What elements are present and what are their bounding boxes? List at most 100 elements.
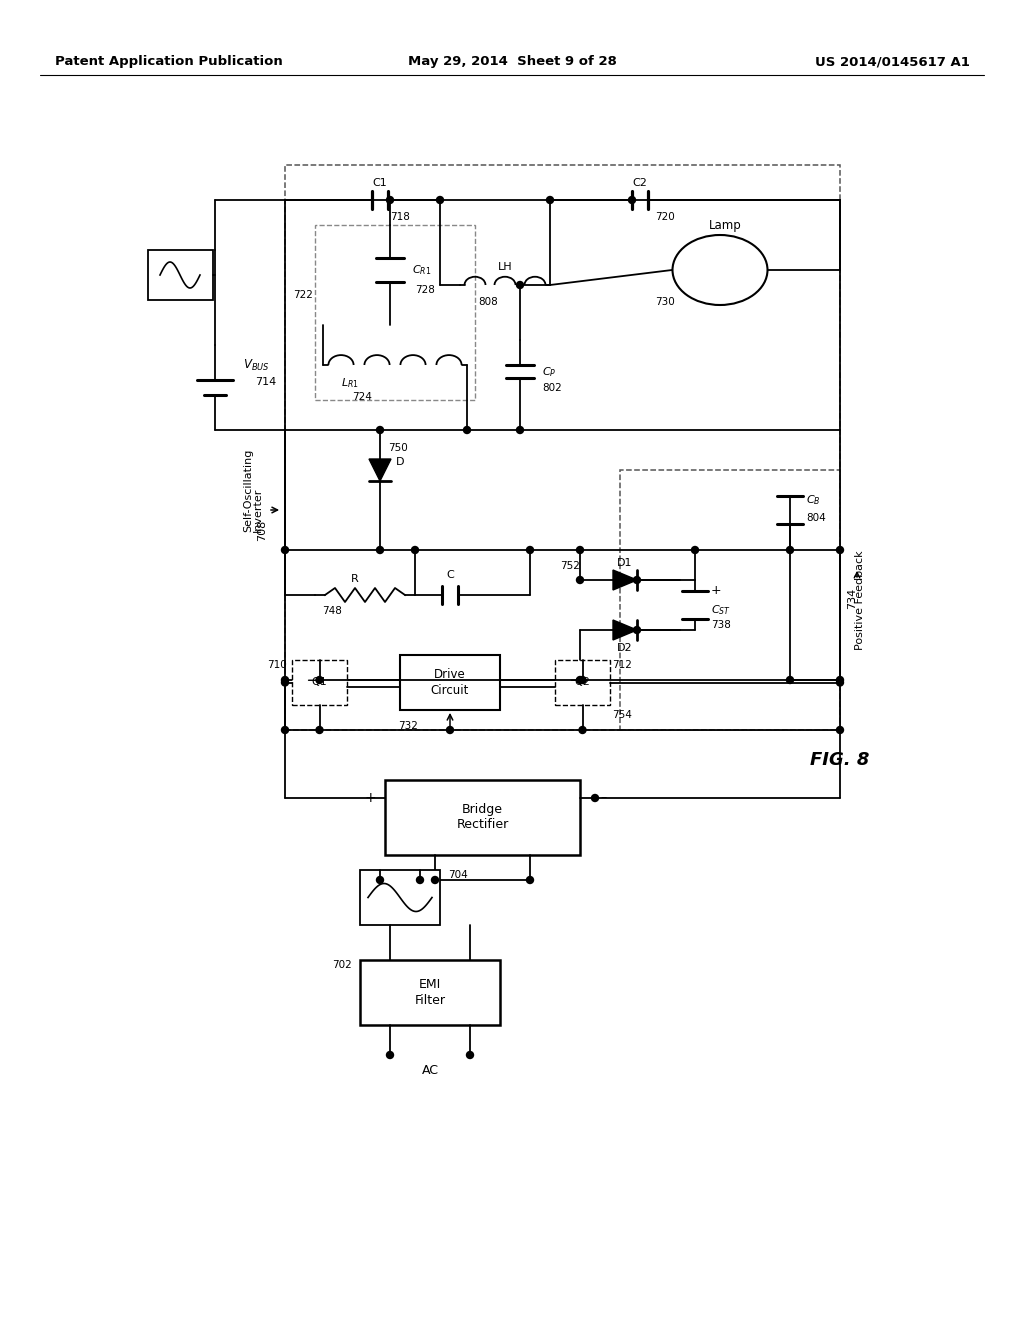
Circle shape: [377, 426, 384, 433]
Circle shape: [837, 676, 844, 684]
Text: May 29, 2014  Sheet 9 of 28: May 29, 2014 Sheet 9 of 28: [408, 55, 616, 69]
Circle shape: [386, 197, 393, 203]
Text: $C_{ST}$: $C_{ST}$: [711, 603, 731, 616]
Circle shape: [377, 876, 384, 883]
Circle shape: [467, 1052, 473, 1059]
Text: D1: D1: [617, 558, 633, 568]
Text: Q1: Q1: [311, 677, 328, 688]
Circle shape: [629, 197, 636, 203]
Text: $C_B$: $C_B$: [806, 494, 820, 507]
Circle shape: [516, 426, 523, 433]
Text: 748: 748: [323, 606, 342, 616]
Polygon shape: [613, 570, 637, 590]
Bar: [360, 960, 500, 1026]
Text: C2: C2: [633, 178, 647, 187]
Text: Patent Application Publication: Patent Application Publication: [55, 55, 283, 69]
Circle shape: [837, 546, 844, 553]
Text: $C_P$: $C_P$: [542, 366, 556, 379]
Text: Inverter: Inverter: [253, 488, 263, 532]
Text: +: +: [365, 791, 376, 805]
Ellipse shape: [673, 235, 768, 305]
Text: US 2014/0145617 A1: US 2014/0145617 A1: [815, 55, 970, 69]
Bar: [620, 470, 840, 730]
Circle shape: [592, 795, 598, 801]
Text: 712: 712: [612, 660, 632, 671]
Circle shape: [464, 426, 470, 433]
Text: LH: LH: [498, 261, 512, 272]
Circle shape: [786, 546, 794, 553]
Text: 704: 704: [449, 870, 468, 880]
Text: 808: 808: [478, 297, 498, 308]
Circle shape: [579, 726, 586, 734]
Circle shape: [282, 676, 289, 684]
Text: Positive Feedback: Positive Feedback: [855, 550, 865, 649]
Bar: [315, 224, 475, 400]
Circle shape: [282, 546, 289, 553]
Text: Bridge
Rectifier: Bridge Rectifier: [457, 804, 509, 832]
Circle shape: [526, 546, 534, 553]
Text: 728: 728: [415, 285, 435, 294]
Text: 804: 804: [806, 513, 825, 523]
Text: Lamp: Lamp: [709, 219, 741, 231]
Text: $C_{R1}$: $C_{R1}$: [412, 263, 431, 277]
Text: Q2: Q2: [574, 677, 591, 688]
Text: 754: 754: [612, 710, 632, 719]
Bar: [360, 870, 440, 925]
Bar: [285, 165, 840, 730]
Circle shape: [837, 726, 844, 734]
Text: 738: 738: [711, 620, 731, 630]
Circle shape: [386, 1052, 393, 1059]
Text: 802: 802: [542, 383, 562, 393]
Circle shape: [577, 676, 584, 684]
Circle shape: [417, 876, 424, 883]
Text: $V_{BUS}$: $V_{BUS}$: [243, 358, 269, 372]
Circle shape: [377, 546, 384, 553]
Text: 720: 720: [655, 213, 675, 222]
Text: +: +: [711, 585, 722, 598]
Text: 730: 730: [655, 297, 675, 308]
Text: 750: 750: [388, 444, 408, 453]
Text: 732: 732: [398, 721, 418, 731]
Text: D: D: [396, 457, 404, 467]
Circle shape: [282, 726, 289, 734]
Circle shape: [691, 546, 698, 553]
Text: 702: 702: [332, 960, 352, 970]
Circle shape: [316, 676, 323, 684]
Text: 724: 724: [352, 392, 372, 403]
Circle shape: [547, 197, 554, 203]
Text: 752: 752: [560, 561, 580, 572]
Circle shape: [786, 676, 794, 684]
Text: Drive
Circuit: Drive Circuit: [431, 668, 469, 697]
Text: 722: 722: [293, 290, 313, 300]
Circle shape: [516, 281, 523, 289]
Bar: [555, 660, 610, 705]
Bar: [400, 655, 500, 710]
Text: 708: 708: [257, 519, 267, 541]
Circle shape: [579, 676, 586, 684]
Text: 734: 734: [847, 587, 857, 609]
Text: FIG. 8: FIG. 8: [810, 751, 869, 770]
Bar: [385, 780, 580, 855]
Text: R: R: [351, 574, 358, 583]
Text: $L_{R1}$: $L_{R1}$: [341, 376, 359, 389]
Text: C: C: [446, 570, 454, 579]
Text: 718: 718: [390, 213, 410, 222]
Text: Self-Oscillating: Self-Oscillating: [243, 449, 253, 532]
Circle shape: [316, 726, 323, 734]
Circle shape: [577, 577, 584, 583]
Circle shape: [446, 726, 454, 734]
Text: 714: 714: [255, 378, 276, 387]
Text: EMI
Filter: EMI Filter: [415, 978, 445, 1006]
Polygon shape: [369, 459, 391, 480]
Polygon shape: [613, 620, 637, 640]
Circle shape: [577, 546, 584, 553]
Circle shape: [526, 876, 534, 883]
Text: D2: D2: [617, 643, 633, 653]
Text: C1: C1: [373, 178, 387, 187]
Circle shape: [412, 546, 419, 553]
Circle shape: [436, 197, 443, 203]
Text: 710: 710: [267, 660, 287, 671]
Text: AC: AC: [422, 1064, 438, 1077]
Circle shape: [431, 876, 438, 883]
Bar: [148, 249, 213, 300]
